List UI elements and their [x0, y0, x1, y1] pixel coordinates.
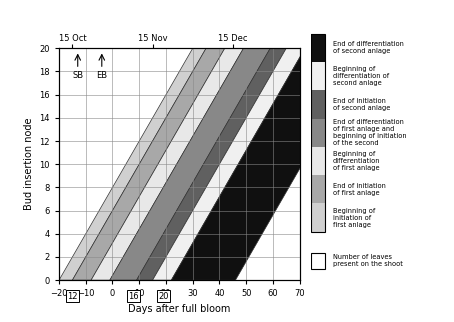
Text: End of initiation
of second anlage: End of initiation of second anlage: [333, 98, 390, 111]
Polygon shape: [137, 48, 286, 280]
Polygon shape: [72, 48, 225, 280]
Y-axis label: Bud insertion node: Bud insertion node: [24, 118, 34, 211]
Text: End of initiation
of first anlage: End of initiation of first anlage: [333, 183, 385, 196]
Polygon shape: [91, 48, 243, 280]
Polygon shape: [153, 48, 305, 280]
Bar: [311, 253, 325, 269]
Text: End of differentiation
of second anlage: End of differentiation of second anlage: [333, 41, 404, 54]
Polygon shape: [171, 48, 369, 280]
Bar: [311, 175, 325, 204]
Bar: [311, 34, 325, 232]
Text: End of differentiation
of first anlage and
beginning of initiation
of the second: End of differentiation of first anlage a…: [333, 119, 406, 146]
Polygon shape: [59, 48, 206, 280]
Text: 16: 16: [128, 292, 139, 301]
Text: Beginning of
differentiation of
second anlage: Beginning of differentiation of second a…: [333, 66, 389, 86]
Text: Beginning of
differentiation
of first anlage: Beginning of differentiation of first an…: [333, 151, 380, 171]
Polygon shape: [110, 48, 270, 280]
Text: SB: SB: [72, 71, 83, 80]
Text: Number of leaves
present on the shoot: Number of leaves present on the shoot: [333, 254, 403, 267]
Text: Beginning of
initiation of
first anlage: Beginning of initiation of first anlage: [333, 208, 375, 228]
Bar: [311, 147, 325, 175]
Bar: [311, 62, 325, 90]
Bar: [311, 34, 325, 62]
Bar: [311, 118, 325, 147]
Text: EB: EB: [96, 71, 107, 80]
Bar: [311, 204, 325, 232]
X-axis label: Days after full bloom: Days after full bloom: [128, 304, 231, 314]
Text: 12: 12: [67, 292, 78, 301]
Bar: [311, 90, 325, 118]
Text: 20: 20: [158, 292, 168, 301]
